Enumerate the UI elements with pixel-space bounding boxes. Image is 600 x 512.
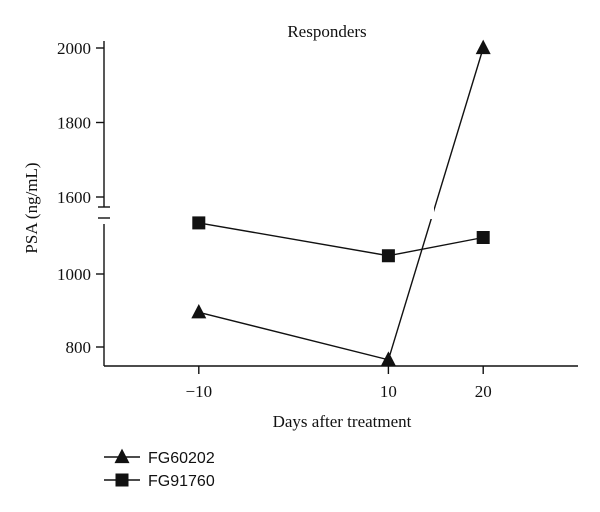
- series-FG91760-segment-0: [198, 222, 389, 257]
- legend: FG60202 FG91760: [104, 448, 215, 490]
- axis-break-gap: [410, 197, 434, 219]
- chart-title: Responders: [287, 22, 366, 41]
- y-tick-label-800: 800: [66, 338, 92, 357]
- y-tick-label-1600: 1600: [57, 188, 91, 207]
- y-tick-label-1000: 1000: [57, 265, 91, 284]
- legend-marker-FG60202: [114, 448, 130, 464]
- x-axis-label: Days after treatment: [273, 412, 412, 431]
- x-tick-label-1: 10: [380, 382, 397, 401]
- legend-marker-FG91760: [115, 473, 129, 487]
- series-FG60202: [191, 39, 491, 366]
- series-FG91760-point-0: [192, 216, 206, 230]
- series-FG60202-segment-1: [387, 47, 484, 360]
- y-ticks: 800 1000 1600 1800 2000: [57, 39, 104, 357]
- x-ticks: −10 10 20: [186, 366, 492, 401]
- series-FG60202-point-0: [191, 303, 207, 319]
- axes: [98, 41, 578, 367]
- x-tick-label-2: 20: [475, 382, 492, 401]
- y-tick-label-2000: 2000: [57, 39, 91, 58]
- series-FG60202-segment-0: [198, 311, 389, 361]
- y-axis-label: PSA (ng/mL): [22, 162, 41, 253]
- y-tick-label-1800: 1800: [57, 114, 91, 133]
- x-tick-label-0: −10: [186, 382, 213, 401]
- legend-label-FG91760: FG91760: [148, 473, 215, 490]
- series-FG91760-point-1: [381, 249, 395, 263]
- legend-label-FG60202: FG60202: [148, 450, 215, 467]
- series-FG91760: [192, 216, 490, 263]
- series-FG91760-segment-1: [388, 236, 484, 257]
- series-FG60202-point-2: [475, 39, 491, 55]
- series-FG91760-point-2: [476, 231, 490, 244]
- series-FG60202-point-1: [380, 351, 396, 366]
- series-layer: [191, 39, 491, 366]
